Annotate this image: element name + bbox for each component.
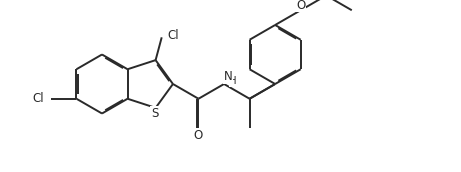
Text: H: H — [229, 76, 237, 86]
Text: O: O — [194, 129, 203, 142]
Text: Cl: Cl — [167, 29, 178, 42]
Text: O: O — [296, 0, 305, 12]
Text: N: N — [224, 71, 232, 83]
Text: S: S — [151, 107, 158, 120]
Text: Cl: Cl — [33, 92, 44, 105]
